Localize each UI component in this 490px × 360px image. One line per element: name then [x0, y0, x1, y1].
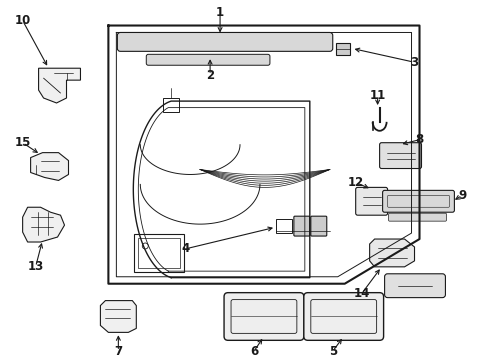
FancyBboxPatch shape [304, 293, 384, 340]
Bar [134, 234, 184, 272]
FancyBboxPatch shape [385, 274, 445, 298]
Bar [163, 98, 179, 112]
Bar [336, 44, 350, 55]
FancyBboxPatch shape [118, 32, 333, 51]
Text: 15: 15 [14, 136, 31, 149]
FancyBboxPatch shape [147, 54, 270, 65]
Polygon shape [30, 153, 69, 180]
Text: 10: 10 [15, 14, 31, 27]
FancyBboxPatch shape [389, 213, 446, 221]
FancyBboxPatch shape [311, 216, 327, 236]
Bar [276, 219, 292, 233]
Polygon shape [23, 207, 65, 242]
Text: 14: 14 [353, 287, 370, 300]
Polygon shape [100, 301, 136, 332]
FancyBboxPatch shape [356, 188, 388, 215]
Text: 13: 13 [27, 260, 44, 273]
FancyBboxPatch shape [380, 143, 421, 168]
Text: 1: 1 [216, 6, 224, 19]
Text: 3: 3 [411, 56, 418, 69]
Text: 6: 6 [250, 345, 258, 358]
Text: 9: 9 [458, 189, 466, 202]
Text: 12: 12 [347, 176, 364, 189]
Text: 4: 4 [181, 242, 189, 256]
Text: 11: 11 [369, 89, 386, 102]
Polygon shape [39, 68, 80, 103]
Text: 7: 7 [114, 345, 122, 358]
Bar [138, 238, 180, 268]
Text: 8: 8 [416, 133, 424, 146]
FancyBboxPatch shape [294, 216, 310, 236]
FancyBboxPatch shape [383, 190, 454, 212]
FancyBboxPatch shape [224, 293, 304, 340]
Polygon shape [369, 239, 415, 267]
Text: 2: 2 [206, 69, 214, 82]
Text: 5: 5 [329, 345, 337, 358]
